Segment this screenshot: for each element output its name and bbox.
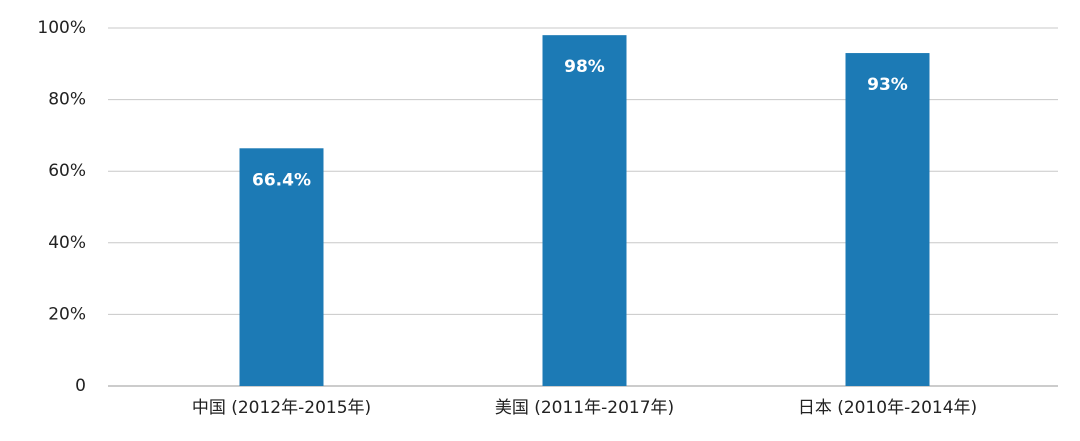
x-tick-label: 美国 (2011年-2017年): [495, 398, 674, 418]
y-tick-label: 40%: [48, 233, 86, 253]
y-tick-label: 20%: [48, 304, 86, 324]
y-tick-label: 60%: [48, 161, 86, 181]
bar: [845, 53, 930, 387]
value-label: 98%: [564, 57, 605, 77]
bar: [542, 35, 627, 386]
value-label: 66.4%: [252, 170, 311, 190]
y-tick-label: 0: [75, 376, 86, 396]
y-tick-label: 100%: [37, 18, 86, 38]
bar: [239, 148, 324, 386]
x-tick-label: 中国 (2012年-2015年): [192, 398, 371, 418]
x-tick-label: 日本 (2010年-2014年): [798, 398, 977, 418]
value-label: 93%: [867, 75, 908, 95]
y-tick-label: 80%: [48, 90, 86, 110]
